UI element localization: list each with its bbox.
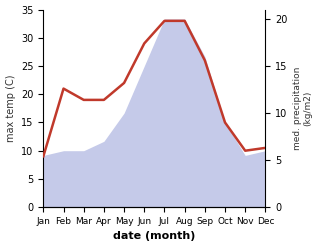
Y-axis label: max temp (C): max temp (C): [5, 75, 16, 142]
Y-axis label: med. precipitation
(kg/m2): med. precipitation (kg/m2): [293, 67, 313, 150]
X-axis label: date (month): date (month): [113, 231, 196, 242]
